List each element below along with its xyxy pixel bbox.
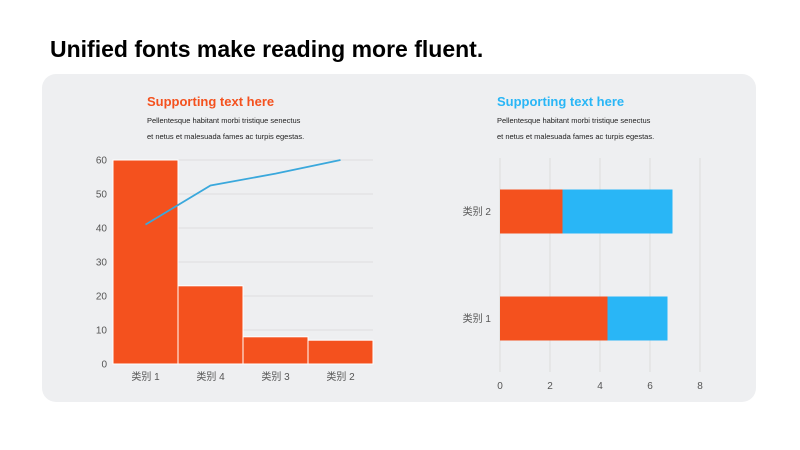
bar [242, 336, 309, 365]
y-tick-label: 0 [101, 360, 107, 371]
x-tick-label: 类别 1 [131, 370, 160, 383]
x-tick-label: 类别 2 [326, 370, 355, 383]
y-tick-label: 20 [96, 292, 108, 303]
bar [112, 159, 179, 365]
left-paragraph-line: Pellentesque habitant morbi tristique se… [147, 116, 301, 125]
right-paragraph: Pellentesque habitant morbi tristique se… [497, 113, 717, 145]
bar [562, 189, 673, 234]
y-tick-label: 60 [96, 156, 108, 167]
series-line [145, 159, 341, 226]
y-tick-label: 10 [96, 326, 108, 337]
x-tick-label: 4 [597, 381, 603, 392]
x-tick-label: 6 [647, 381, 653, 392]
bar [177, 285, 244, 365]
x-tick-label: 类别 4 [196, 370, 225, 383]
x-tick-label: 类别 3 [261, 370, 290, 383]
y-tick-label: 类别 2 [463, 205, 492, 218]
right-paragraph-line: et netus et malesuada fames ac turpis eg… [497, 132, 655, 141]
right-heading: Supporting text here [497, 94, 625, 109]
y-tick-label: 30 [96, 258, 108, 269]
y-tick-label: 50 [96, 190, 108, 201]
right-paragraph-line: Pellentesque habitant morbi tristique se… [497, 116, 651, 125]
x-tick-label: 0 [497, 381, 503, 392]
page-title: Unified fonts make reading more fluent. [50, 36, 484, 62]
x-tick-label: 2 [547, 381, 553, 392]
left-heading: Supporting text here [147, 94, 275, 109]
x-tick-label: 8 [697, 381, 703, 392]
left-paragraph: Pellentesque habitant morbi tristique se… [147, 113, 367, 145]
bar [500, 296, 608, 341]
bar [500, 189, 563, 234]
y-tick-label: 类别 1 [463, 312, 492, 325]
y-tick-label: 40 [96, 224, 108, 235]
left-paragraph-line: et netus et malesuada fames ac turpis eg… [147, 132, 305, 141]
bar [307, 339, 374, 365]
bar [607, 296, 668, 341]
